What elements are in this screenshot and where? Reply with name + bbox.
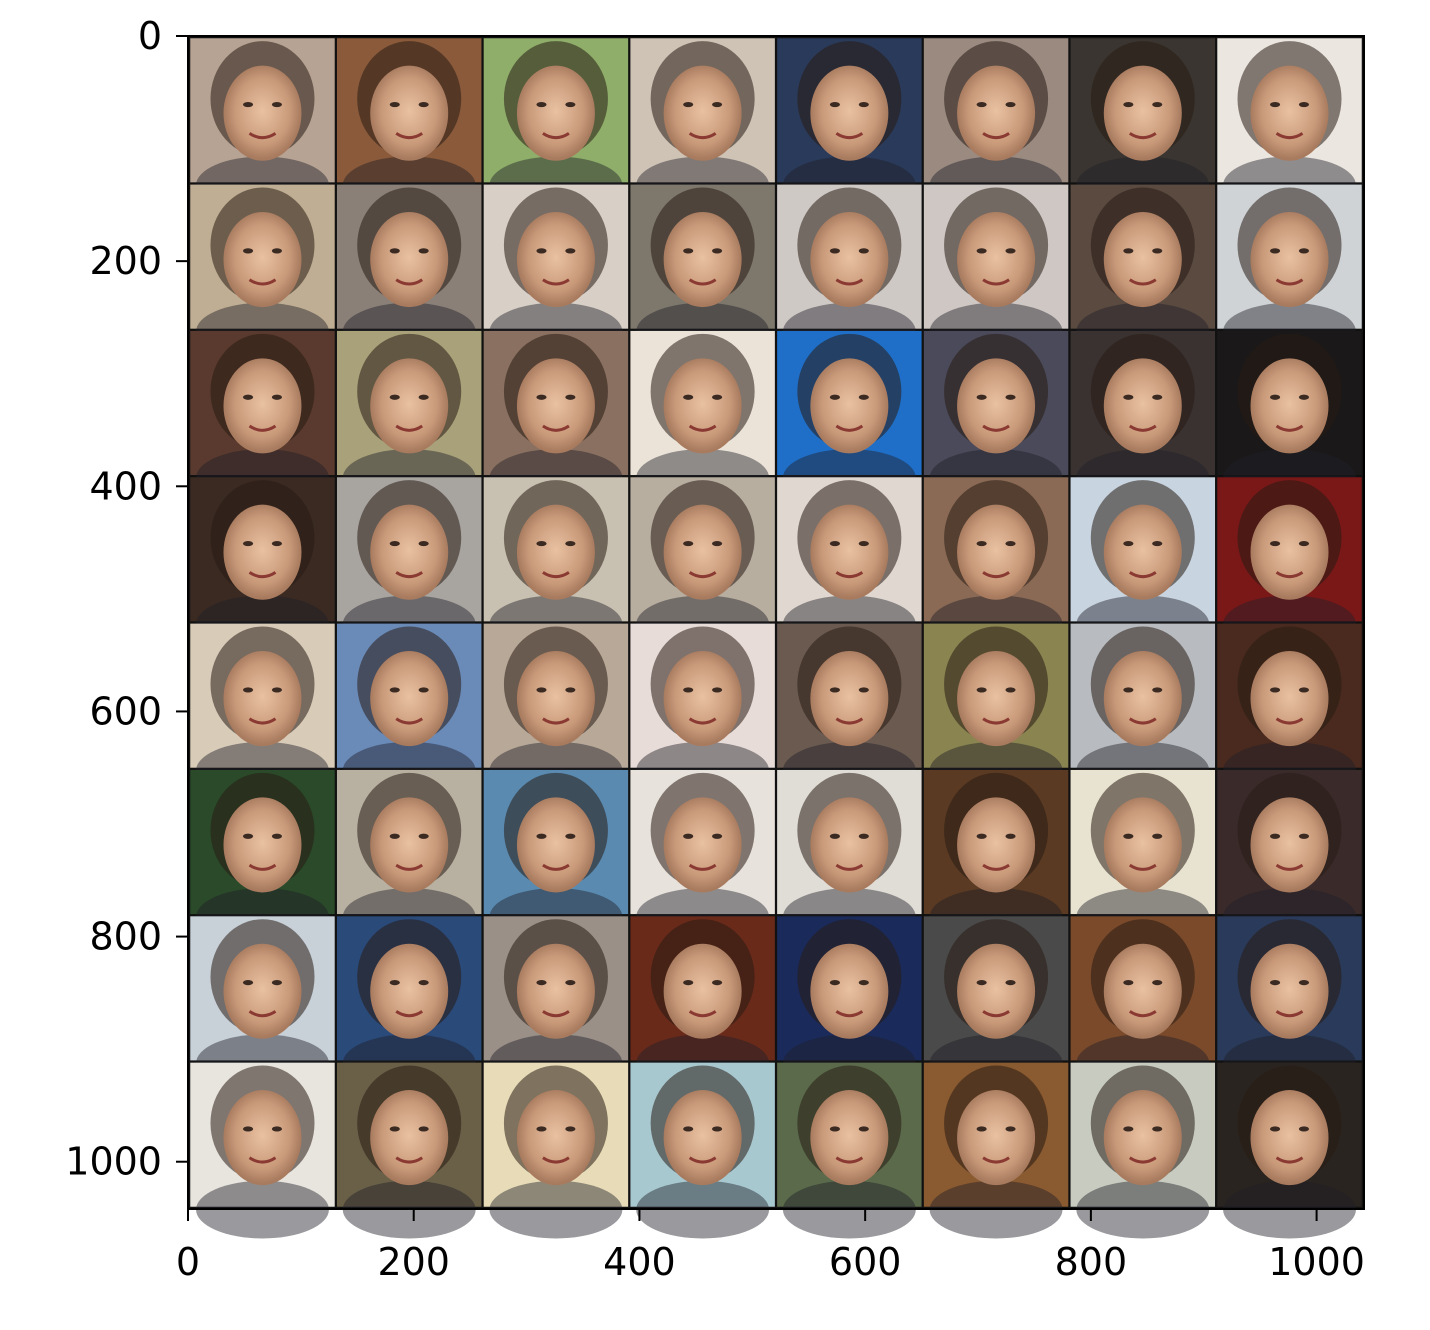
face-tile	[190, 1062, 335, 1239]
image-grid	[188, 36, 1364, 1239]
face-tile	[923, 769, 1069, 946]
face-tile	[336, 1062, 482, 1239]
face-tile	[190, 38, 335, 215]
face-tile	[777, 38, 922, 215]
y-tick-label: 800	[89, 915, 162, 959]
face-tile	[336, 623, 482, 800]
face-tile	[1070, 916, 1216, 1093]
face-tile	[1217, 916, 1362, 1093]
face-tile	[1070, 1062, 1216, 1239]
face-tile	[630, 1062, 775, 1239]
y-tick-label: 200	[89, 239, 162, 283]
face-tile	[1217, 330, 1362, 507]
face-tile	[923, 1062, 1069, 1239]
face-tile	[1217, 1062, 1362, 1239]
x-axis: 0 200 400 600 800 1000	[176, 1209, 1365, 1284]
face-tile	[777, 769, 922, 946]
y-axis: 0 200 400 600 800 1000	[65, 14, 188, 1184]
face-tile	[777, 1062, 922, 1239]
face-tile	[336, 184, 482, 361]
x-tick-label: 600	[829, 1240, 902, 1284]
face-tile	[1217, 184, 1362, 361]
x-tick-label: 0	[176, 1240, 200, 1284]
y-tick-label: 600	[89, 689, 162, 733]
y-tick-label: 0	[138, 14, 162, 58]
face-tile	[1217, 477, 1362, 654]
axes-frame	[187, 35, 1365, 1210]
face-tile	[336, 330, 482, 507]
y-tick-label: 400	[89, 464, 162, 508]
face-tile	[777, 184, 922, 361]
x-tick-label: 400	[603, 1240, 676, 1284]
face-tile	[190, 184, 335, 361]
face-tile	[630, 477, 775, 654]
face-tile	[923, 623, 1069, 800]
face-tile	[483, 330, 629, 507]
face-tile	[923, 38, 1069, 215]
x-tick-label: 1000	[1268, 1240, 1365, 1284]
face-tile	[336, 477, 482, 654]
x-tick-label: 200	[377, 1240, 450, 1284]
y-tick-label: 1000	[65, 1140, 162, 1184]
face-tile	[483, 1062, 629, 1239]
face-tile	[777, 916, 922, 1093]
x-tick-label: 800	[1055, 1240, 1128, 1284]
